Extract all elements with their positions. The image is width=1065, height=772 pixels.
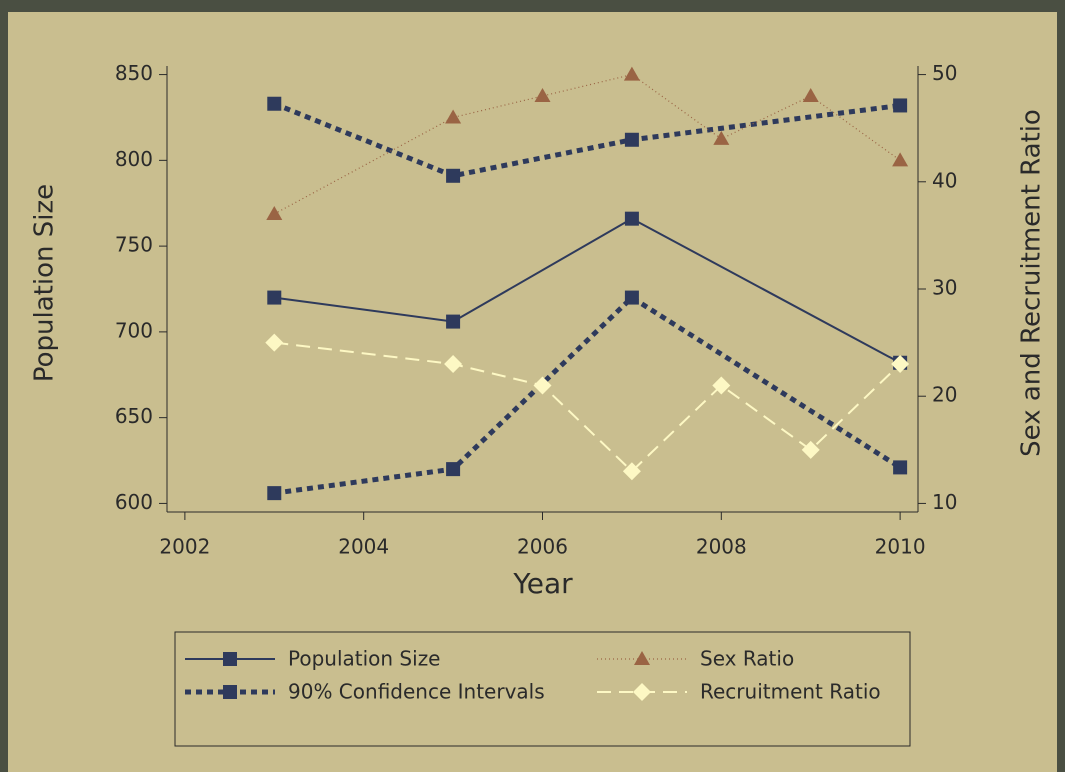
marker [445, 109, 462, 124]
legend-label: Population Size [288, 647, 441, 671]
marker [267, 96, 282, 111]
marker [801, 440, 820, 459]
marker [623, 66, 640, 81]
marker [802, 88, 819, 103]
marker [633, 683, 651, 701]
marker [624, 290, 639, 305]
marker [893, 98, 908, 113]
y-tick-label: 750 [115, 233, 153, 257]
marker [712, 376, 731, 395]
series-line [274, 217, 901, 364]
marker [713, 130, 730, 145]
legend-label: Sex Ratio [700, 647, 794, 671]
marker [891, 355, 910, 374]
marker [533, 376, 552, 395]
marker [266, 205, 283, 220]
series-line [273, 294, 902, 496]
marker [265, 333, 284, 352]
marker [446, 168, 461, 183]
marker [444, 355, 463, 374]
marker [223, 652, 237, 666]
marker [446, 462, 461, 477]
y2-tick-label: 30 [932, 276, 957, 300]
y2-tick-label: 50 [932, 61, 957, 85]
y-axis-title: Population Size [30, 184, 60, 382]
legend-box [174, 631, 911, 747]
marker [446, 314, 461, 329]
y-tick-label: 600 [115, 490, 153, 514]
marker [624, 132, 639, 147]
y2-axis-title: Sex and Recruitment Ratio [1017, 109, 1047, 457]
x-tick-label: 2004 [338, 535, 389, 559]
marker [267, 290, 282, 305]
marker [267, 486, 282, 501]
y-tick-label: 650 [115, 404, 153, 428]
legend-label: Recruitment Ratio [700, 680, 881, 704]
x-axis-title: Year [512, 567, 573, 600]
y-tick-label: 700 [115, 318, 153, 342]
y2-tick-label: 10 [932, 490, 957, 514]
marker [622, 462, 641, 481]
y-tick-label: 800 [115, 147, 153, 171]
x-tick-label: 2002 [159, 535, 210, 559]
y2-tick-label: 20 [932, 383, 957, 407]
y-tick-label: 850 [115, 61, 153, 85]
marker [624, 211, 639, 226]
marker [893, 460, 908, 475]
series-line [273, 101, 901, 179]
marker [892, 152, 909, 167]
x-tick-label: 2008 [696, 535, 747, 559]
y2-tick-label: 40 [932, 168, 957, 192]
marker [223, 685, 237, 699]
x-tick-label: 2010 [875, 535, 926, 559]
marker [634, 651, 650, 665]
marker [534, 88, 551, 103]
x-tick-label: 2006 [517, 535, 568, 559]
legend-label: 90% Confidence Intervals [288, 680, 545, 704]
